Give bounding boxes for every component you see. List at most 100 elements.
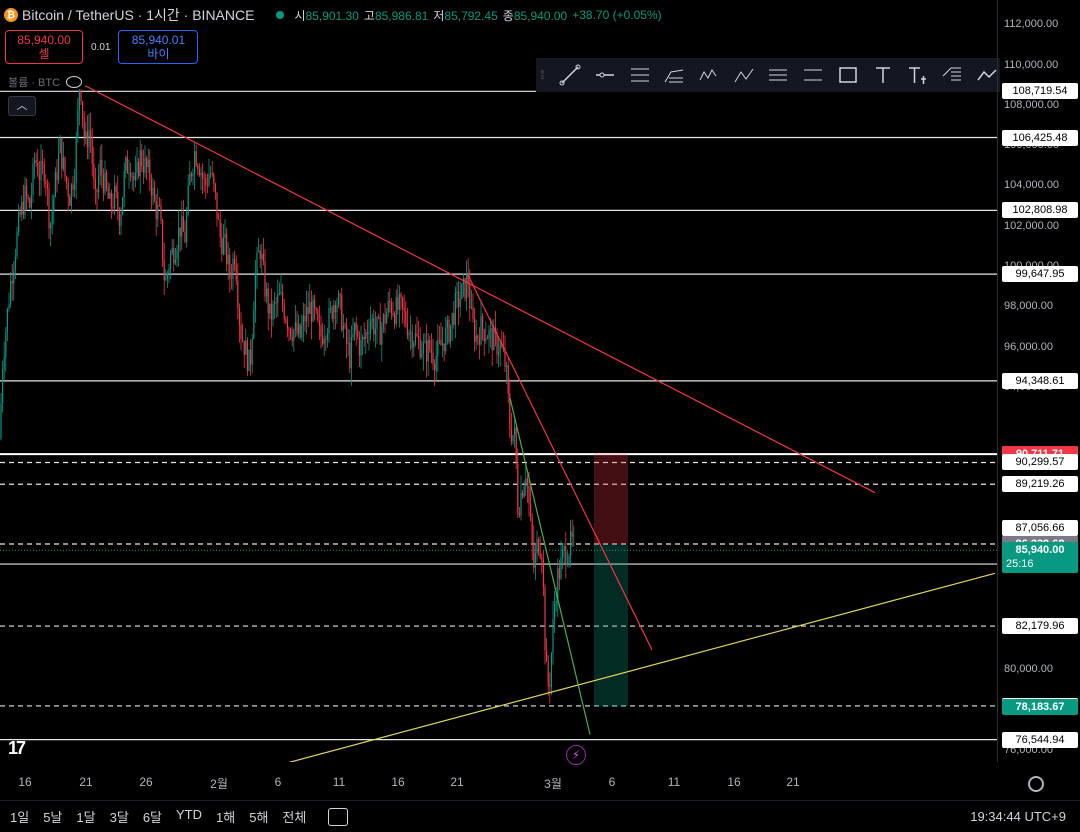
candle-body [163,260,165,281]
range-button[interactable]: 1일 [10,810,30,825]
price-chart[interactable] [0,0,997,762]
low-price: 저85,792.45 [433,8,498,23]
candle-body [202,172,204,178]
candle-body [517,463,519,514]
candle-body [154,187,156,202]
sell-button[interactable]: 85,940.00 셀 [5,30,83,64]
candle-body [467,274,469,284]
fib-retracement-tool-icon[interactable] [661,60,688,90]
candle-body [53,196,55,211]
range-button[interactable]: 전체 [282,810,307,825]
candle-body [74,182,76,190]
candle-body [157,205,159,220]
candle-body [346,325,348,344]
rectangle-tool-icon[interactable] [835,60,862,90]
hidden-eye-icon[interactable] [66,76,83,88]
anchored-text-tool-icon[interactable] [904,60,931,90]
candle-body [466,274,468,299]
time-axis-label: 16 [391,775,405,789]
measure-tool-icon[interactable] [939,60,966,90]
candle-body [248,349,250,371]
candle-body [261,254,263,259]
calendar-icon[interactable] [328,807,349,826]
candle-body [387,300,389,314]
candle-body [240,325,242,339]
candle-body [362,336,364,340]
candle-body [278,293,280,295]
candle-body [142,166,144,173]
candle-body [429,339,431,349]
parallel-channel-tool-icon[interactable] [626,60,653,90]
candle-body [325,339,327,341]
candle-body [498,352,500,355]
clock-display[interactable]: 19:34:44 UTC+9 [970,809,1066,824]
candle-body [478,337,480,345]
candle-body [106,172,108,188]
price-level-tag: 108,719.54 [1002,83,1078,100]
price-axis-label: 80,000.00 [1004,663,1053,675]
candle-body [101,159,103,176]
trend-line-tool-icon[interactable] [557,60,584,90]
path-tool-icon[interactable] [973,60,1000,90]
horizontal-ray-tool-icon[interactable] [592,60,619,90]
text-tool-icon[interactable] [869,60,896,90]
range-button[interactable]: 5해 [249,810,269,825]
candle-body [205,178,207,185]
candle-body [461,283,463,299]
candle-body [107,187,109,199]
candle-body [139,150,141,177]
price-axis[interactable]: 112,000.00110,000.00108,000.00106,000.00… [997,0,1080,762]
candle-body [238,307,240,326]
drag-handle-icon[interactable]: ⁞⁞ [540,68,545,82]
volume-indicator[interactable]: 볼륨 · BTC [8,74,83,90]
candle-body [229,254,231,279]
time-axis-label: 21 [450,775,464,789]
buy-button[interactable]: 85,940.01 바이 [118,30,199,64]
candle-body [24,185,26,215]
candle-body [26,185,28,197]
candle-body [403,307,405,311]
candle-body [50,223,52,229]
candle-body [530,503,532,518]
price-level-tag: 78,183.67 [1002,698,1078,715]
candle-body [406,323,408,336]
candle-body [536,539,538,553]
candle-body [568,555,570,563]
lightning-event-icon[interactable]: ⚡ [566,745,586,765]
candle-body [424,340,426,343]
candle-body [78,90,80,110]
candle-body [365,332,367,339]
range-button[interactable]: 1해 [216,810,236,825]
candle-body [331,307,333,320]
range-button[interactable]: 1달 [76,810,96,825]
settings-gear-icon[interactable] [1028,776,1044,792]
regression-trend-tool-icon[interactable] [765,60,792,90]
candle-body [358,336,360,356]
candle-body [320,325,322,337]
candle-body [242,338,244,341]
candle-body [123,170,125,198]
candle-body [440,340,442,346]
candle-body [75,137,77,183]
flat-top-bottom-tool-icon[interactable] [800,60,827,90]
collapse-button[interactable]: ︿ [8,96,36,116]
range-button[interactable]: 6달 [142,810,163,825]
candle-body [371,318,373,322]
price-axis-label: 104,000.00 [1004,179,1060,192]
candle-body [62,157,64,169]
candle-body [258,250,260,253]
candle-body [434,363,436,371]
trendline [467,274,653,651]
symbol-title[interactable]: Bitcoin / TetherUS · 1시간 · BINANCE [22,7,255,23]
candle-body [262,254,264,262]
candle-body [30,194,32,208]
candle-body [334,304,336,313]
range-button[interactable]: 3달 [109,810,129,825]
elliott-wave-tool-icon[interactable] [696,60,723,90]
range-button[interactable]: YTD [176,807,203,822]
abc-pattern-tool-icon[interactable] [730,60,757,90]
candle-body [3,357,5,369]
candle-body [555,601,557,605]
candle-body [285,318,287,322]
range-button[interactable]: 5날 [43,810,63,825]
